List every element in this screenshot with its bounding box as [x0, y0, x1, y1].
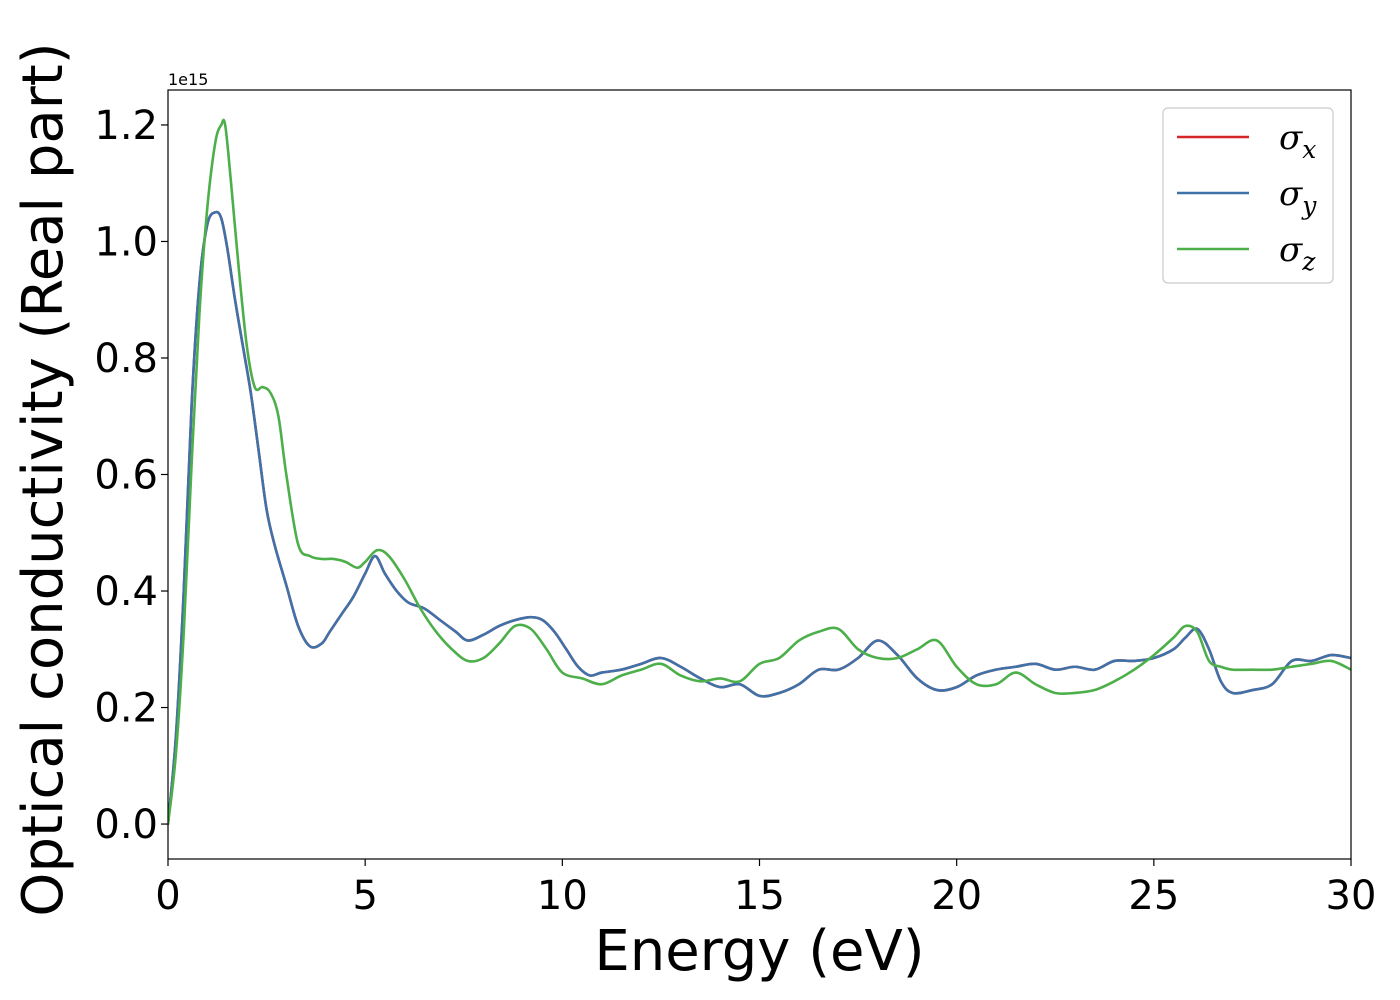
- legend-item-y: σy: [1177, 174, 1317, 220]
- x-tick-label: 25: [1128, 873, 1179, 919]
- y-tick-label: 0.2: [94, 686, 158, 732]
- legend-label: σz: [1279, 230, 1316, 276]
- y-tick-label: 1.2: [94, 103, 158, 149]
- y-axis: 0.0 0.2 0.4 0.6 0.8 1.0 1.2: [94, 103, 168, 848]
- y-tick-label: 1.0: [94, 219, 158, 265]
- x-axis: 0 5 10 15 20 25 30: [155, 859, 1376, 919]
- x-axis-title: Energy (eV): [594, 919, 924, 984]
- legend-label: σy: [1279, 174, 1317, 220]
- y-axis-title: Optical conductivity (Real part): [11, 42, 76, 916]
- x-tick-label: 20: [931, 873, 982, 919]
- legend-frame: [1162, 107, 1334, 284]
- x-tick-label: 15: [734, 873, 785, 919]
- x-tick-label: 5: [352, 873, 377, 919]
- legend-label: σx: [1279, 118, 1316, 164]
- legend: σx σy σz: [1162, 107, 1334, 284]
- x-tick-label: 30: [1326, 873, 1377, 919]
- legend-item-z: σz: [1177, 230, 1316, 276]
- series-line-z: [168, 118, 1351, 826]
- series-layer: [168, 118, 1351, 826]
- y-offset-label: 1e15: [168, 70, 208, 89]
- x-tick-label: 10: [537, 873, 588, 919]
- y-tick-label: 0.6: [94, 453, 158, 499]
- x-tick-label: 0: [155, 873, 180, 919]
- y-tick-label: 0.0: [94, 802, 158, 848]
- y-tick-label: 0.8: [94, 336, 158, 382]
- series-line-y: [168, 210, 1351, 826]
- y-tick-label: 0.4: [94, 569, 158, 615]
- legend-item-x: σx: [1177, 118, 1316, 164]
